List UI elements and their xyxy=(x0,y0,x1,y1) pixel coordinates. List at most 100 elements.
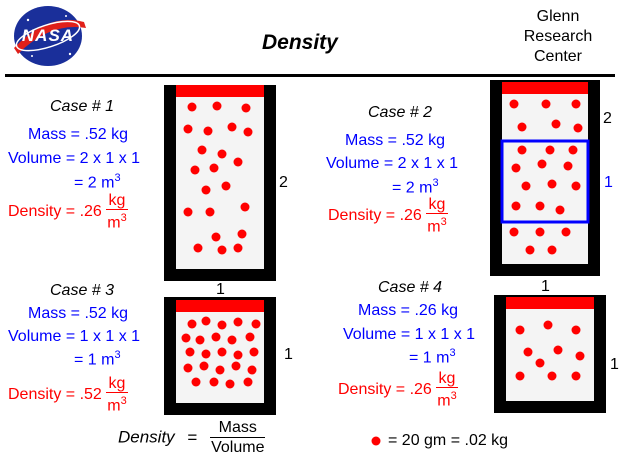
case2-particle xyxy=(561,227,571,237)
case4-particle xyxy=(571,325,581,335)
case1-particle xyxy=(183,124,193,134)
case4-particle xyxy=(547,371,557,381)
case4-volume-eq: = 1 m3 xyxy=(409,347,456,367)
case2-particle xyxy=(511,201,521,211)
case1-mass: Mass = .52 kg xyxy=(28,126,129,143)
case2-density-value: Density = .26 xyxy=(328,206,422,224)
case1-particle xyxy=(221,181,231,191)
case2-particle xyxy=(541,99,551,109)
case1-particle xyxy=(190,165,200,175)
case3-volume-eq: = 1 m3 xyxy=(74,349,121,369)
case2-particle xyxy=(571,99,581,109)
case4-particle xyxy=(515,325,525,335)
case3-particle xyxy=(217,347,227,357)
case1-volume: Volume = 2 x 1 x 1 xyxy=(8,150,141,167)
case4-density-value: Density = .26 xyxy=(338,380,432,398)
case2-width-label: 1 xyxy=(541,278,550,295)
case1-particle xyxy=(193,243,203,253)
case4-particle xyxy=(543,320,553,330)
case3-particle xyxy=(231,361,241,371)
case1-particle xyxy=(227,122,237,132)
case4-container xyxy=(494,295,606,413)
case2-height-label: 2 xyxy=(603,110,612,127)
case3-title: Case # 3 xyxy=(50,282,115,299)
nasa-logo: NASA xyxy=(8,4,88,68)
header-divider xyxy=(5,74,615,77)
case3-particle xyxy=(227,335,237,345)
case4-particle xyxy=(515,371,525,381)
case1-particle xyxy=(233,243,243,253)
case1-particle xyxy=(212,101,222,111)
case2-container xyxy=(490,80,600,276)
case3-particle xyxy=(225,379,235,389)
case2-particle xyxy=(521,181,531,191)
case2-particle xyxy=(547,245,557,255)
case3-particle xyxy=(191,377,201,387)
case2-particle xyxy=(511,163,521,173)
case1-volume-eq: = 2 m3 xyxy=(74,172,121,192)
case2-density: Density = .26 kg m3 xyxy=(328,196,448,235)
case4-particle xyxy=(523,347,533,357)
case3-particle xyxy=(183,363,193,373)
case2-particle xyxy=(545,145,555,155)
case4-particle xyxy=(571,371,581,381)
case1-particle xyxy=(203,126,213,136)
case1-density: Density = .26 kg m3 xyxy=(8,192,128,231)
case2-particle xyxy=(525,245,535,255)
case2-particle xyxy=(563,161,573,171)
case2-volume: Volume = 2 x 1 x 1 xyxy=(326,155,459,172)
case3-particle xyxy=(187,319,197,329)
case3-particle xyxy=(243,377,253,387)
case3-particle xyxy=(181,333,191,343)
case3-particle xyxy=(217,320,227,330)
case3-particle xyxy=(247,365,257,375)
case4-lid xyxy=(506,297,594,309)
case2-particle xyxy=(517,145,527,155)
case1-particle xyxy=(187,102,197,112)
case1-density-value: Density = .26 xyxy=(8,202,102,220)
legend-particle xyxy=(371,436,381,446)
case4-particle xyxy=(575,351,585,361)
density-formula: Density = Mass Volume xyxy=(118,418,266,457)
formula-equals: = xyxy=(187,427,198,447)
case2-title: Case # 2 xyxy=(368,104,433,121)
case1-particle xyxy=(217,245,227,255)
case2-particle xyxy=(509,99,519,109)
case1-lid xyxy=(176,85,264,97)
case2-particle xyxy=(551,119,561,129)
case2-inner-label: 1 xyxy=(604,174,613,191)
case3-particle xyxy=(185,347,195,357)
center-line-1: Glenn xyxy=(536,8,580,25)
case3-particle xyxy=(215,365,225,375)
case1-particle xyxy=(237,229,247,239)
case1-particle xyxy=(211,232,221,242)
case4-volume: Volume = 1 x 1 x 1 xyxy=(343,326,476,343)
case1-particle xyxy=(205,207,215,217)
particle-legend: = 20 gm = .02 kg xyxy=(388,432,509,449)
case1-particle xyxy=(209,163,219,173)
case1-particle xyxy=(201,185,211,195)
formula-numerator: Mass xyxy=(210,418,266,438)
case1-particle xyxy=(217,149,227,159)
case1-width-label: 1 xyxy=(216,281,225,298)
case3-particle xyxy=(211,332,221,342)
formula-denominator: Volume xyxy=(211,439,265,456)
case4-particle xyxy=(553,345,563,355)
case2-particle xyxy=(535,227,545,237)
case3-particle xyxy=(199,361,209,371)
case3-particle xyxy=(233,350,243,360)
case2-particle xyxy=(573,123,583,133)
case2-density-unit: kg m3 xyxy=(426,196,448,236)
case3-particle xyxy=(249,347,259,357)
case2-particle xyxy=(547,179,557,189)
case2-volume-eq: = 2 m3 xyxy=(392,177,439,197)
center-line-3: Center xyxy=(533,48,583,65)
case3-density-unit: kg m3 xyxy=(106,375,128,415)
case3-particle xyxy=(195,335,205,345)
case3-particle xyxy=(201,349,211,359)
case1-particle xyxy=(243,127,253,137)
case4-title: Case # 4 xyxy=(378,279,443,296)
case1-particle xyxy=(241,103,251,113)
case1-title: Case # 1 xyxy=(50,98,115,115)
